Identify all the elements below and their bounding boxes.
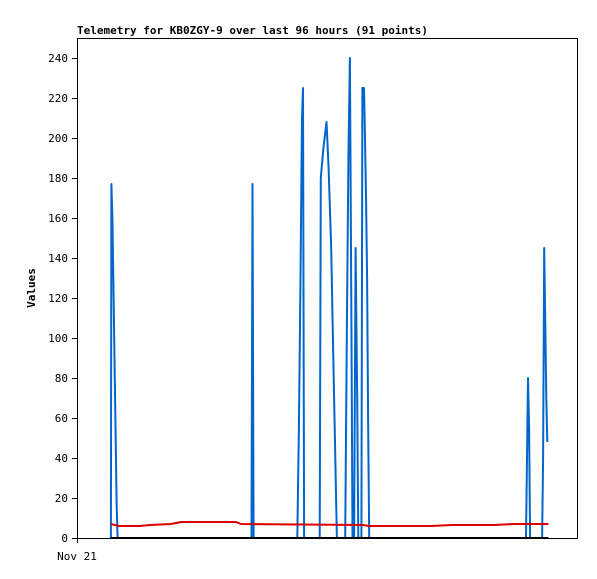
chart-title: Telemetry for KB0ZGY-9 over last 96 hour… (77, 24, 428, 37)
y-tick-label: 200 (48, 132, 68, 145)
y-tick-label: 0 (61, 532, 68, 545)
y-tick-label: 160 (48, 212, 68, 225)
y-tick-label: 60 (55, 412, 68, 425)
series-line-1 (109, 57, 549, 539)
series-line-2 (110, 521, 549, 527)
y-tick-label: 120 (48, 292, 68, 305)
y-axis-label: Values (25, 268, 38, 308)
y-tick-label: 80 (55, 372, 68, 385)
y-tick-label: 100 (48, 332, 68, 345)
y-tick-label: 220 (48, 92, 68, 105)
y-tick-label: 40 (55, 452, 68, 465)
ticks-layer: 0 20 40 60 80 100 120 140 160 180 200 220 240 Nov 21 (48, 52, 97, 563)
y-tick-label: 180 (48, 172, 68, 185)
y-tick-label: 240 (48, 52, 68, 65)
axes-layer (77, 38, 578, 539)
y-tick-label: 20 (55, 492, 68, 505)
x-tick-label: Nov 21 (57, 550, 97, 563)
y-tick-label: 140 (48, 252, 68, 265)
series-layer (109, 57, 549, 539)
plot-frame (77, 38, 578, 539)
